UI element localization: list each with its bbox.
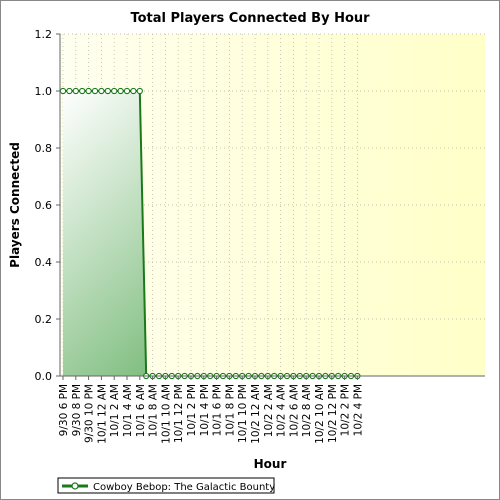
x-tick-label: 9/30 8 PM [71, 384, 83, 436]
x-tick-label: 10/2 8 AM [301, 384, 313, 437]
y-tick-labels: 0.0 0.2 0.4 0.6 0.8 1.0 1.2 [35, 28, 60, 383]
x-tick-label: 10/2 6 AM [288, 384, 300, 437]
x-tick-label: 10/1 8 PM [224, 384, 236, 436]
legend-label: Cowboy Bebop: The Galactic Bounty [93, 482, 275, 493]
x-tick-label: 10/1 6 AM [135, 384, 147, 437]
x-tick-label: 10/2 2 AM [263, 384, 275, 437]
data-point [72, 87, 79, 95]
y-tick-label: 0.2 [35, 313, 53, 326]
x-tick-label: 10/1 2 PM [186, 384, 198, 436]
y-tick-label: 0.0 [35, 370, 53, 383]
data-point [123, 87, 131, 95]
data-point [111, 87, 118, 95]
data-point [136, 87, 143, 95]
data-point [104, 87, 111, 95]
x-tick-label: 10/2 12 PM [327, 384, 339, 443]
x-axis-title: Hour [254, 457, 287, 471]
x-tick-label: 10/1 12 AM [96, 384, 108, 444]
legend-box [57, 477, 275, 494]
y-tick-label: 0.6 [35, 199, 53, 212]
x-tick-label: 10/1 4 AM [122, 384, 134, 437]
x-tick-label: 10/1 10 PM [237, 384, 249, 443]
data-point [130, 87, 137, 95]
x-tick-label: 10/2 4 PM [352, 384, 364, 436]
chart-title: Total Players Connected By Hour [130, 11, 370, 26]
x-tick-label: 9/30 6 PM [58, 384, 70, 436]
data-point [79, 87, 86, 95]
data-point [91, 87, 99, 95]
data-point [117, 87, 124, 95]
x-tick-label: 10/2 2 PM [340, 384, 352, 436]
y-axis-title: Players Connected [8, 142, 22, 268]
x-tick-label: 10/1 8 AM [148, 384, 160, 437]
y-tick-label: 0.8 [35, 142, 53, 155]
x-tick-label: 10/1 4 PM [199, 384, 211, 436]
legend: Cowboy Bebop: The Galactic Bounty [57, 477, 275, 494]
y-tick-label: 1.0 [35, 85, 53, 98]
series-area-fill [63, 91, 358, 376]
x-tick-label: 9/30 10 PM [84, 384, 96, 443]
y-tick-label: 0.4 [35, 256, 53, 269]
x-tick-label: 10/2 4 AM [276, 384, 288, 437]
x-tick-label: 10/1 6 PM [212, 384, 224, 436]
x-tick-label: 10/2 12 AM [250, 384, 262, 444]
data-point [85, 87, 92, 95]
x-tick-label: 10/2 10 AM [314, 384, 326, 444]
legend-swatch-marker [71, 482, 79, 490]
x-tick-labels: 9/30 6 PM 9/30 8 PM 9/30 10 PM 10/1 12 AM 10… [58, 376, 364, 444]
y-tick-label: 1.2 [35, 28, 53, 41]
x-tick-label: 10/1 12 PM [173, 384, 185, 443]
x-tick-label: 10/1 10 AM [160, 384, 172, 444]
data-point [59, 87, 67, 95]
data-point [98, 87, 105, 95]
x-tick-label: 10/1 2 AM [109, 384, 121, 437]
series-area [63, 91, 358, 376]
data-point [66, 87, 73, 95]
